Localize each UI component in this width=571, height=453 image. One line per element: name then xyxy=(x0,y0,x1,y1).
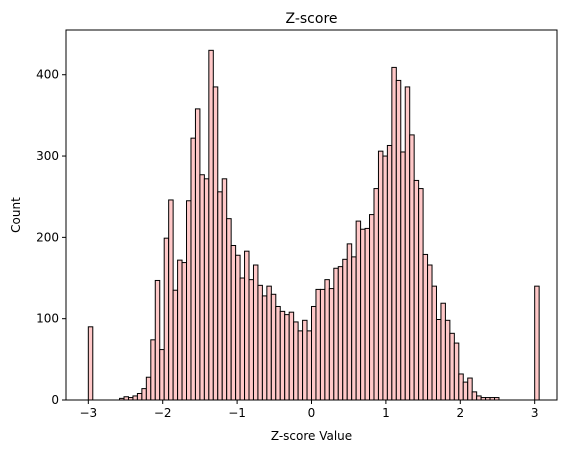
histogram-bar xyxy=(257,284,263,401)
y-tick-label: 200 xyxy=(36,230,59,244)
histogram-bar xyxy=(324,279,330,401)
histogram-bar xyxy=(382,155,388,401)
histogram-bars xyxy=(87,49,540,401)
y-tick-label: 300 xyxy=(36,149,59,163)
histogram-bar xyxy=(190,137,196,401)
histogram-bar xyxy=(284,314,290,401)
histogram-bar xyxy=(154,279,161,401)
histogram-bar xyxy=(302,319,308,401)
histogram-bar xyxy=(377,150,384,401)
histogram-bar xyxy=(194,108,201,401)
histogram-bar xyxy=(431,285,437,401)
histogram-bar xyxy=(141,388,147,401)
histogram-bar xyxy=(360,228,366,401)
y-tick-label: 400 xyxy=(36,68,59,82)
chart-title: Z-score xyxy=(285,11,337,27)
histogram-bar xyxy=(239,277,246,401)
histogram-bar xyxy=(208,49,214,401)
histogram-bar xyxy=(471,391,478,401)
histogram-bar xyxy=(413,179,420,401)
histogram-bar xyxy=(319,288,326,401)
y-tick-label: 0 xyxy=(51,393,59,407)
histogram-bar xyxy=(159,349,165,401)
histogram-bar xyxy=(244,250,250,401)
y-axis-ticks: 0 100 200 300 400 xyxy=(36,68,66,407)
histogram-bar xyxy=(440,302,446,401)
histogram-bar xyxy=(168,199,174,401)
histogram-bar xyxy=(293,321,299,401)
histogram-bar xyxy=(369,214,375,401)
histogram-bar xyxy=(199,174,205,401)
x-tick-label: −2 xyxy=(154,406,172,420)
histogram-bar xyxy=(315,288,321,401)
histogram-bar xyxy=(333,267,339,401)
histogram-bar xyxy=(221,178,228,401)
histogram-bar xyxy=(248,279,254,401)
histogram-bar xyxy=(145,376,152,401)
histogram-bar xyxy=(275,305,281,401)
histogram-bar xyxy=(181,262,188,401)
x-tick-label: 0 xyxy=(308,406,316,420)
histogram-bar xyxy=(288,311,295,401)
histogram-bar xyxy=(261,295,268,401)
histogram-bar xyxy=(435,318,442,401)
histogram-bar xyxy=(391,66,397,401)
histogram-bar xyxy=(150,339,156,401)
histogram-bar xyxy=(476,395,482,401)
histogram-bar xyxy=(409,134,415,401)
histogram-bar xyxy=(212,86,219,401)
histogram-bar xyxy=(346,243,353,401)
x-axis-label: Z-score Value xyxy=(271,429,352,443)
histogram-bar xyxy=(270,293,277,401)
histogram-bar xyxy=(351,256,357,401)
x-axis-ticks: −3 −2 −1 0 1 2 3 xyxy=(79,400,539,420)
histogram-bar xyxy=(337,266,344,401)
histogram-bar xyxy=(373,188,379,401)
histogram-bar xyxy=(458,373,464,401)
x-tick-label: 2 xyxy=(456,406,464,420)
histogram-bar xyxy=(279,310,286,401)
histogram-bar xyxy=(87,326,94,401)
histogram-bar xyxy=(136,392,143,401)
histogram-bar xyxy=(306,330,313,401)
histogram-bar xyxy=(342,258,348,401)
histogram-bar xyxy=(404,86,411,401)
histogram-bar xyxy=(400,151,406,401)
histogram-bar xyxy=(235,254,241,401)
histogram-bar xyxy=(297,330,304,401)
histogram-bar xyxy=(230,244,237,401)
x-tick-label: −1 xyxy=(228,406,246,420)
histogram-bar xyxy=(186,200,192,401)
histogram-bar xyxy=(467,377,473,401)
histogram-bar xyxy=(462,381,469,401)
histogram-bar xyxy=(449,332,455,401)
histogram-bar xyxy=(132,395,138,401)
histogram-bar xyxy=(177,259,183,401)
histogram-bar xyxy=(395,79,402,401)
histogram-bar xyxy=(355,220,362,401)
histogram-bar xyxy=(266,285,272,401)
histogram-bar xyxy=(311,305,317,401)
histogram-bar xyxy=(328,288,335,401)
histogram-bar xyxy=(422,253,429,401)
histogram-bar xyxy=(444,319,451,401)
histogram-bar xyxy=(364,227,371,401)
y-axis-label: Count xyxy=(9,197,23,233)
histogram-bar xyxy=(252,264,259,401)
x-tick-label: 1 xyxy=(382,406,390,420)
histogram-bar xyxy=(226,218,232,401)
histogram-bar xyxy=(418,188,424,401)
histogram-bar xyxy=(386,144,393,401)
y-tick-label: 100 xyxy=(36,312,59,326)
x-tick-label: −3 xyxy=(79,406,97,420)
histogram-bar xyxy=(453,342,460,401)
histogram-bar xyxy=(163,237,170,401)
histogram-bar xyxy=(534,285,540,401)
histogram-bar xyxy=(427,264,433,401)
histogram-bar xyxy=(203,178,210,401)
x-tick-label: 3 xyxy=(531,406,539,420)
histogram-bar xyxy=(217,191,223,401)
histogram-bar xyxy=(172,289,179,401)
